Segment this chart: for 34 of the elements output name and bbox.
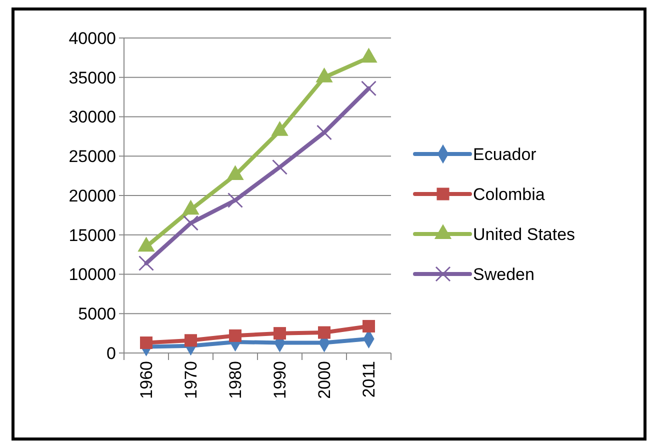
legend-label: Sweden [473, 264, 534, 284]
point [316, 67, 333, 82]
point [272, 159, 288, 175]
point [226, 165, 244, 180]
point [228, 192, 243, 208]
y-tick-label: 40000 [68, 28, 116, 48]
y-tick-label: 25000 [68, 147, 116, 166]
point [360, 48, 378, 63]
point [271, 121, 288, 136]
y-tick-label: 10000 [68, 265, 116, 284]
y-tick-label: 30000 [68, 108, 116, 127]
point [184, 334, 198, 347]
x-tick-label: 2011 [360, 361, 379, 398]
point [183, 215, 198, 231]
y-tick-label: 35000 [68, 68, 116, 88]
point [362, 320, 376, 332]
y-tick-label: 0 [106, 344, 116, 363]
point [138, 255, 154, 271]
legend-label: Colombia [473, 184, 546, 204]
y-tick-label: 20000 [68, 186, 116, 206]
x-tick-label: 1990 [270, 361, 290, 399]
point [273, 327, 286, 340]
legend-label: United States [473, 224, 576, 244]
point [140, 336, 153, 350]
x-tick-label: 1980 [226, 361, 246, 399]
y-tick-label: 5000 [78, 304, 116, 324]
x-tick-label: 1960 [137, 361, 156, 399]
x-tick-label: 1970 [182, 361, 201, 399]
x-tick-label: 2000 [315, 361, 334, 399]
legend-label: Ecuador [473, 144, 537, 164]
point [228, 329, 242, 342]
y-tick-label: 15000 [68, 226, 116, 245]
point [182, 200, 200, 215]
point [318, 326, 331, 339]
